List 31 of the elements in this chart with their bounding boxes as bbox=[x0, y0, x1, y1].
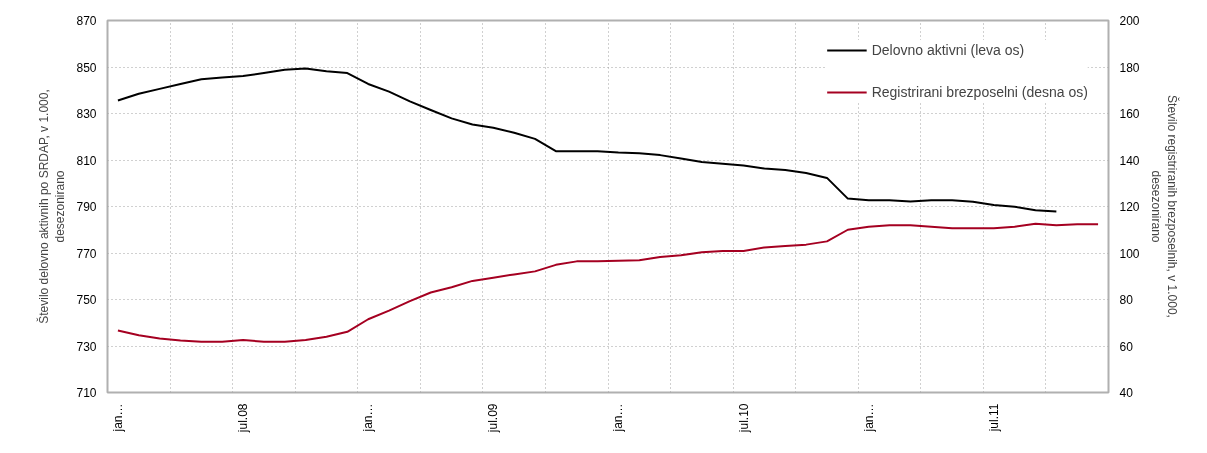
y-axis-title: Število delovno aktivnih po SRDAP, v 1.000, desezonirano bbox=[35, 89, 68, 324]
y2-axis-title: Število registriranih brezposelnih, v 1.000, desezonirano bbox=[1148, 95, 1181, 318]
y2-tick-label: 140 bbox=[1119, 153, 1140, 168]
y2-tick-label: 120 bbox=[1119, 200, 1140, 214]
y-tick-label: 710 bbox=[76, 386, 97, 400]
y2-tick-label: 160 bbox=[1119, 107, 1140, 121]
y-tick-label: 850 bbox=[76, 60, 97, 75]
y2-tick-label: 100 bbox=[1119, 246, 1140, 261]
legend-label: Registrirani brezposelni (desna os) bbox=[871, 84, 1088, 100]
y2-tick-label: 200 bbox=[1119, 14, 1140, 28]
x-tick-label: jan… bbox=[861, 403, 876, 433]
y-tick-label: 730 bbox=[76, 339, 97, 354]
x-tick-label: jan… bbox=[611, 403, 626, 433]
y-tick-label: 790 bbox=[76, 200, 97, 214]
y2-tick-label: 180 bbox=[1119, 60, 1140, 75]
y2-tick-label: 80 bbox=[1119, 293, 1134, 307]
legend-label: Delovno aktivni (leva os) bbox=[871, 42, 1025, 58]
x-tick-label: jul.10 bbox=[736, 403, 751, 434]
y-tick-label: 810 bbox=[76, 153, 97, 168]
y-tick-label: 870 bbox=[76, 14, 97, 28]
y-tick-label: 830 bbox=[76, 107, 97, 121]
line-series bbox=[116, 222, 1100, 343]
y2-tick-label: 40 bbox=[1119, 386, 1134, 400]
x-tick-label: jan… bbox=[361, 403, 376, 433]
y2-tick-label: 60 bbox=[1119, 339, 1134, 354]
x-tick-label: jan… bbox=[110, 403, 125, 433]
y-tick-label: 770 bbox=[76, 246, 97, 261]
y-tick-label: 750 bbox=[76, 293, 97, 307]
x-tick-label: jul.09 bbox=[486, 403, 501, 434]
x-tick-label: jul.08 bbox=[236, 403, 251, 434]
x-tick-label: jul.11 bbox=[986, 403, 1001, 433]
